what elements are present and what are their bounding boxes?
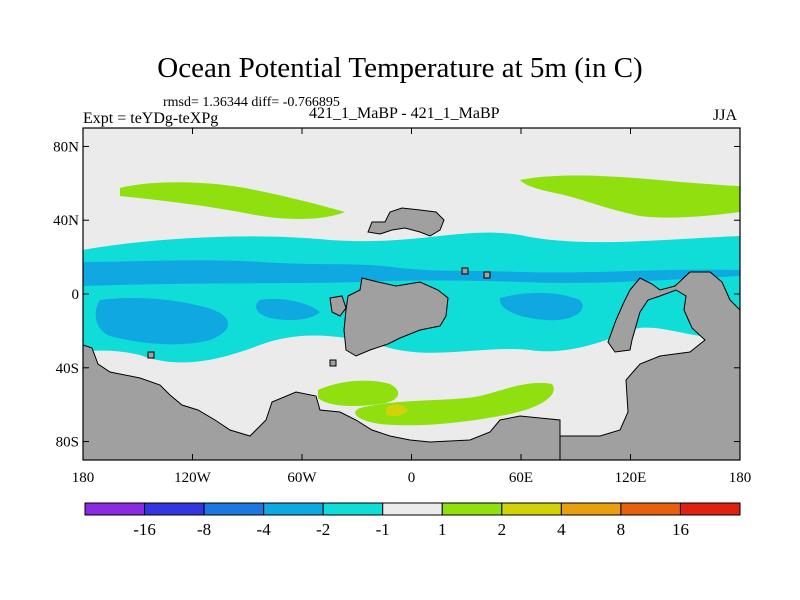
stats-text: rmsd= 1.36344 diff= -0.766895 xyxy=(163,95,340,110)
region-east-pacific-blue xyxy=(255,298,320,320)
y-tick-label: 40N xyxy=(53,213,79,229)
region-southern-ocean-green-west xyxy=(318,380,399,406)
colorbar-swatch xyxy=(263,502,324,516)
region-southern-ocean-green-east xyxy=(355,382,554,426)
colorbar-label: 16 xyxy=(672,520,689,539)
land-small-isle-d xyxy=(147,351,155,359)
colorbar-label: -8 xyxy=(197,520,211,539)
colorbar: -16 -8 -4 -2 -1 1 2 4 8 16 xyxy=(84,502,741,539)
x-tick-label: 0 xyxy=(408,470,416,486)
region-warm-yellow-spot xyxy=(386,404,408,417)
region-band-blue xyxy=(83,260,740,286)
region-west-pacific-blue xyxy=(95,298,229,345)
x-tick-label: 60E xyxy=(509,470,533,486)
colorbar-swatch xyxy=(620,502,681,516)
colorbar-label: -2 xyxy=(316,520,330,539)
colorbar-label: -16 xyxy=(133,520,156,539)
colorbar-label: 2 xyxy=(498,520,507,539)
x-tick-label: 120W xyxy=(174,470,212,486)
colorbar-swatch xyxy=(144,502,205,516)
colorbar-swatch xyxy=(203,502,265,516)
region-indian-blue xyxy=(499,292,583,321)
land-south-america xyxy=(343,277,449,357)
land-small-isle-a xyxy=(461,267,469,275)
colorbar-swatch xyxy=(322,502,384,516)
colorbar-swatch xyxy=(501,502,562,516)
x-tick-label: 60W xyxy=(287,470,317,486)
run-label: 421_1_MaBP - 421_1_MaBP xyxy=(309,105,500,122)
colorbar-swatch xyxy=(84,502,146,516)
land-small-isle-c xyxy=(329,359,337,367)
map-panel xyxy=(83,128,740,460)
colorbar-swatch xyxy=(679,502,741,516)
region-north-pacific-green xyxy=(120,182,345,219)
land-north-america xyxy=(367,207,445,237)
plot-title: Ocean Potential Temperature at 5m (in C) xyxy=(157,52,643,84)
x-tick-label: 180 xyxy=(729,470,752,486)
colorbar-label: -1 xyxy=(376,520,390,539)
axis-ticks: 80N 40N 0 40S 80S 180 120W 60W 0 60E 120E 180 xyxy=(53,128,751,486)
season-label: JJA xyxy=(713,107,738,124)
colorbar-label: 8 xyxy=(617,520,626,539)
region-north-atlantic-green xyxy=(520,175,740,218)
land-west-antarctic xyxy=(83,344,561,460)
land-small-isle-b xyxy=(483,271,491,279)
colorbar-swatch xyxy=(441,502,503,516)
y-tick-label: 80S xyxy=(56,435,79,451)
colorbar-label: 4 xyxy=(557,520,566,539)
colorbar-swatch xyxy=(560,502,622,516)
colorbar-label: -4 xyxy=(257,520,272,539)
land-africa-west xyxy=(329,295,347,317)
y-tick-label: 40S xyxy=(56,361,79,377)
colorbar-swatch xyxy=(382,502,443,516)
land-masses xyxy=(83,207,740,460)
colorbar-label: 1 xyxy=(438,520,447,539)
experiment-label: Expt = teYDg-teXPg xyxy=(83,110,219,127)
x-tick-label: 120E xyxy=(615,470,647,486)
land-east-continent xyxy=(559,271,740,460)
y-tick-label: 80N xyxy=(53,139,79,155)
y-tick-label: 0 xyxy=(72,287,80,303)
x-tick-label: 180 xyxy=(72,470,95,486)
